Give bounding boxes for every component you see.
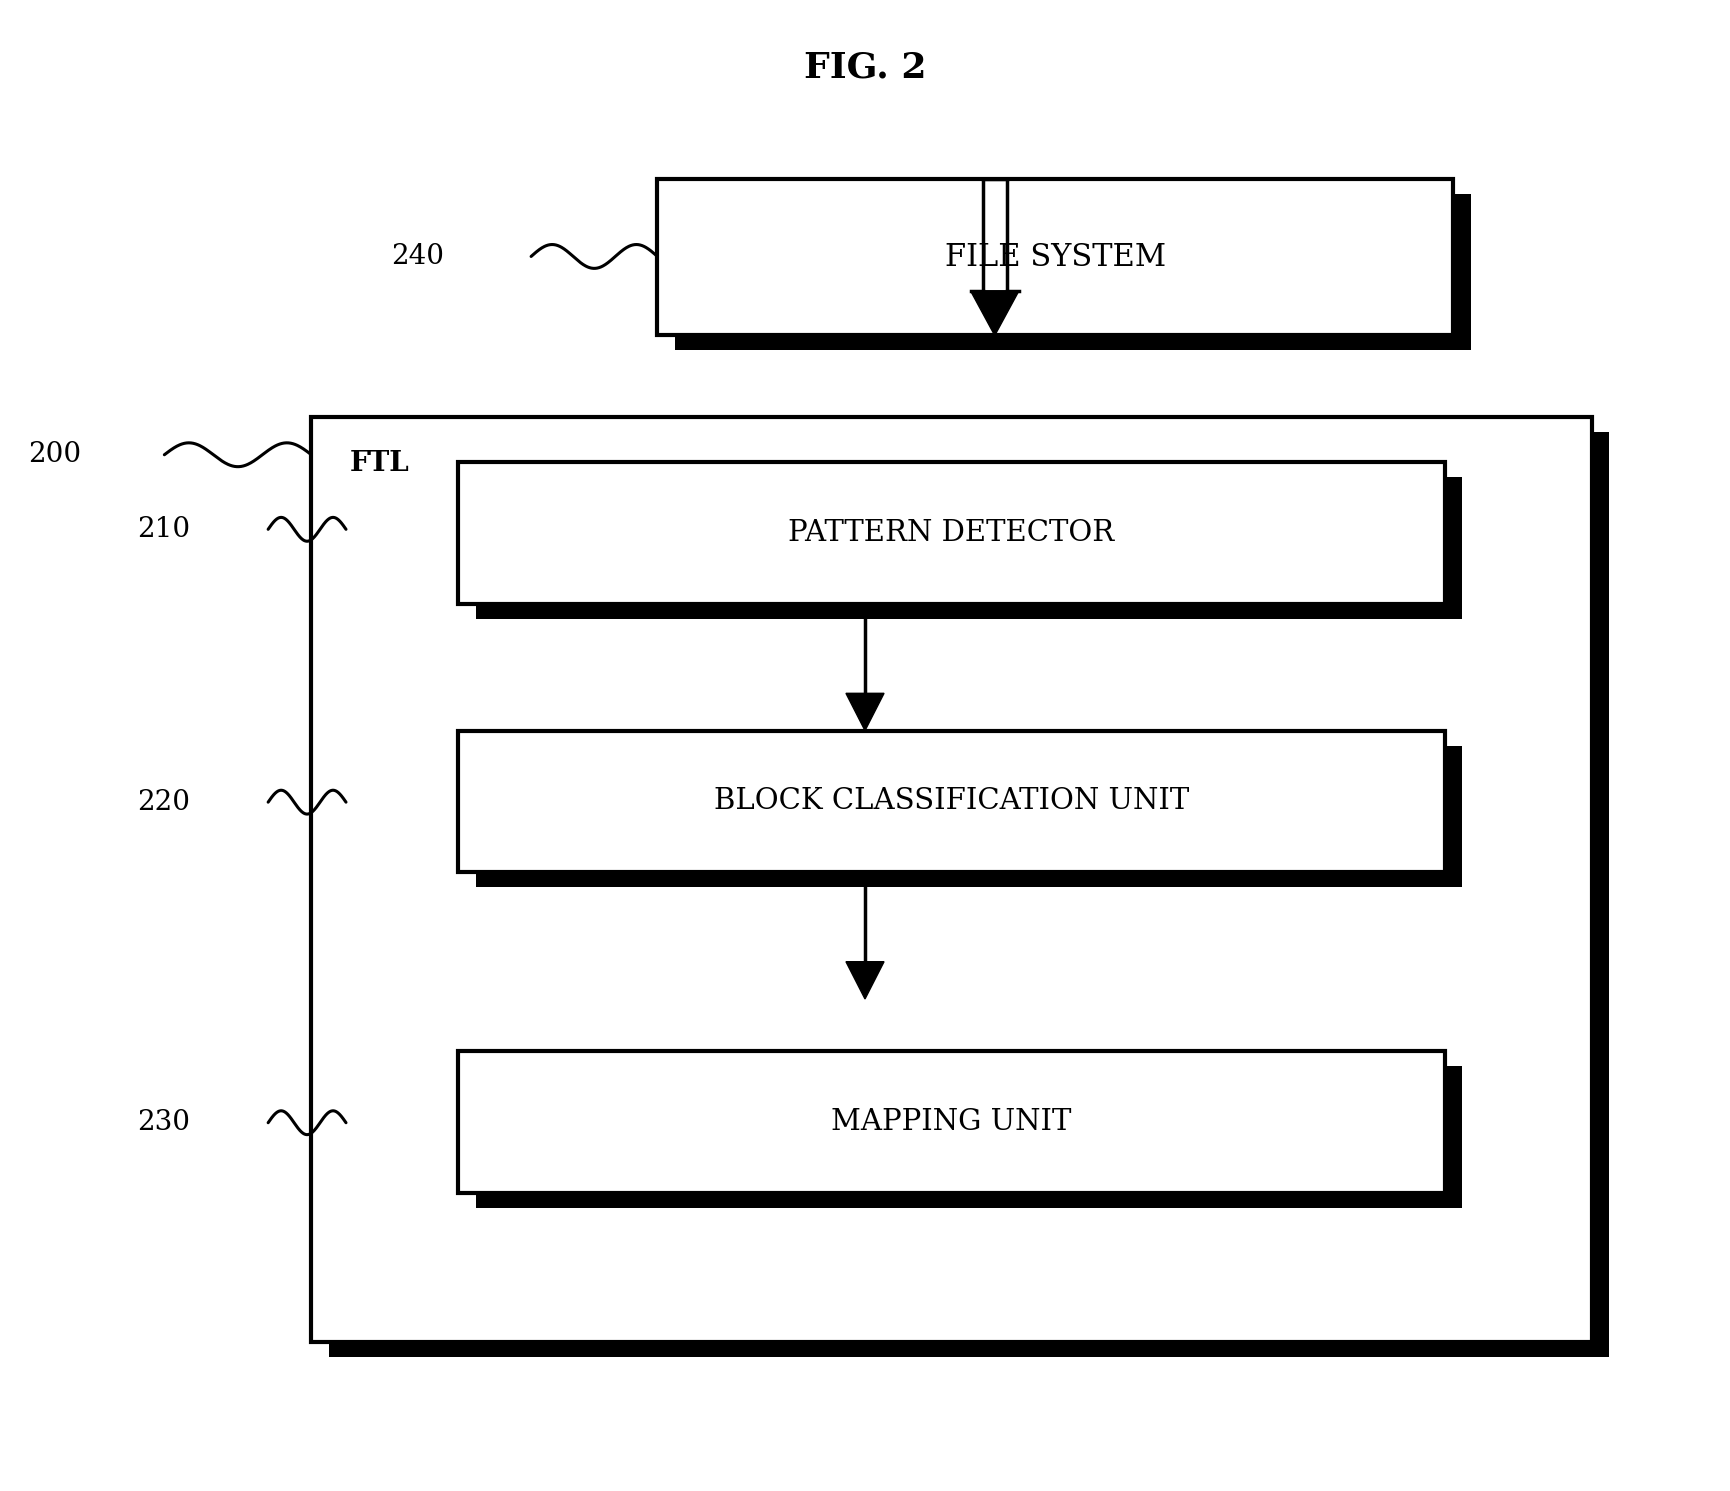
Text: 200: 200 xyxy=(28,441,81,468)
Text: 210: 210 xyxy=(137,516,190,543)
Text: FILE SYSTEM: FILE SYSTEM xyxy=(945,242,1166,273)
Text: 220: 220 xyxy=(137,789,190,816)
Text: PATTERN DETECTOR: PATTERN DETECTOR xyxy=(789,519,1114,547)
Bar xyxy=(458,462,1445,604)
Bar xyxy=(458,731,1445,872)
Polygon shape xyxy=(971,291,1019,335)
Bar xyxy=(675,194,1470,350)
Text: FTL: FTL xyxy=(349,450,410,477)
Polygon shape xyxy=(846,693,884,731)
Bar xyxy=(476,746,1462,887)
Bar xyxy=(329,432,1609,1357)
Text: BLOCK CLASSIFICATION UNIT: BLOCK CLASSIFICATION UNIT xyxy=(714,787,1189,816)
Bar xyxy=(657,179,1453,335)
Bar xyxy=(476,1066,1462,1208)
Bar xyxy=(458,1051,1445,1193)
Polygon shape xyxy=(846,962,884,999)
Bar xyxy=(311,417,1592,1342)
Text: FIG. 2: FIG. 2 xyxy=(804,51,926,83)
Text: 240: 240 xyxy=(391,243,445,270)
Bar xyxy=(476,477,1462,619)
Text: 230: 230 xyxy=(137,1109,190,1136)
Text: MAPPING UNIT: MAPPING UNIT xyxy=(832,1108,1071,1136)
